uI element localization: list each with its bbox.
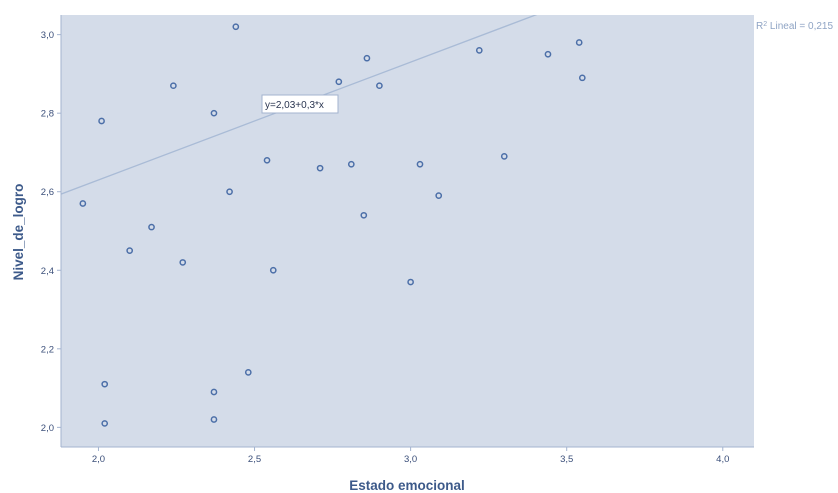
data-point [263,156,271,164]
y-tick-label: 2,4 [41,266,54,277]
y-tick-label: 2,0 [41,423,54,434]
x-tick-label: 3,0 [404,454,417,465]
data-point [435,192,443,200]
x-axis-title: Estado emocional [349,478,465,493]
data-point [475,46,483,54]
plot-area [61,15,754,447]
data-point [500,153,508,160]
equation-box: y=2,03+0,3*x [261,94,339,114]
data-point [575,39,583,46]
data-point [316,164,324,172]
data-point [416,160,424,168]
x-tick-label: 3,5 [560,454,573,465]
y-tick-label: 2,6 [41,187,54,198]
y-tick-label: 2,8 [41,109,54,120]
x-tick-label: 4,0 [716,454,729,465]
data-point [210,388,218,396]
data-point [376,82,383,90]
data-point [232,23,240,31]
data-point [360,211,368,219]
data-point [544,50,552,58]
data-point [79,200,87,207]
data-point [244,369,252,376]
r2-label: R2 Lineal = 0,215 [756,21,833,33]
data-point [210,416,218,423]
data-point [98,117,105,125]
y-tick-label: 2,2 [41,344,54,355]
data-point [407,278,414,286]
x-tick-label: 2,5 [248,454,261,465]
data-point [170,82,177,90]
data-point [363,54,371,62]
data-point [347,160,355,168]
data-point [269,266,277,274]
data-point [335,78,343,86]
fit-line [61,15,538,195]
data-point [210,109,218,117]
x-tick-label: 2,0 [92,454,105,465]
data-point [179,259,187,266]
y-axis-title: Nivel_de_logro [11,184,26,281]
data-point [126,247,134,254]
data-point [101,380,109,388]
data-point [226,188,233,196]
fit-equation-label: y=2,03+0,3*x [265,100,324,111]
data-point [148,223,155,231]
y-tick-label: 3,0 [41,30,54,41]
data-point [101,420,109,427]
data-point [578,74,586,82]
